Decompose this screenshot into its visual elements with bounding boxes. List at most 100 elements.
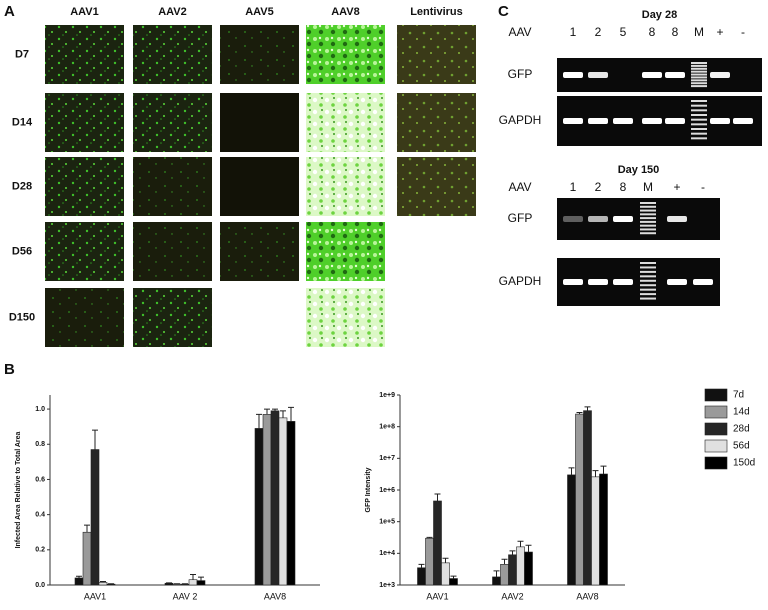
column-header: AAV1 <box>70 6 99 18</box>
x-tick-label: AAV8 <box>264 591 286 601</box>
micrograph <box>133 157 212 216</box>
band <box>667 279 687 285</box>
ladder-band <box>640 284 656 286</box>
bar <box>197 581 205 585</box>
ladder-band <box>640 217 656 219</box>
ladder-band <box>640 266 656 268</box>
ladder-band <box>691 85 707 87</box>
legend-label: 150d <box>733 458 755 469</box>
ladder-band <box>640 202 656 204</box>
ladder-band <box>640 275 656 277</box>
ladder-band <box>691 109 707 111</box>
gel-title: Day 150 <box>618 164 660 176</box>
y-tick-label: 1e+3 <box>379 582 395 589</box>
lane-label: 8 <box>672 25 679 39</box>
bar <box>576 414 584 585</box>
panel-label: C <box>498 3 509 20</box>
ladder-band <box>640 221 656 223</box>
micrograph <box>45 25 124 84</box>
y-axis-label: Infected Area Relative to Total Area <box>15 431 22 548</box>
error-bar <box>256 414 262 428</box>
legend-label: 56d <box>733 441 750 452</box>
error-bar <box>280 411 286 418</box>
y-tick-label: 1e+7 <box>379 455 395 462</box>
ladder-band <box>691 79 707 81</box>
ladder-band <box>691 114 707 116</box>
legend-swatch <box>705 440 727 452</box>
band <box>665 72 685 78</box>
y-tick-label: 0.0 <box>35 582 45 589</box>
error-bar <box>601 466 607 474</box>
error-bar <box>435 494 441 501</box>
column-header: AAV8 <box>331 6 360 18</box>
band <box>613 279 633 285</box>
ladder-band <box>691 82 707 84</box>
x-tick-label: AAV1 <box>84 591 106 601</box>
panel-label: A <box>4 3 15 20</box>
lane-label: - <box>741 25 745 39</box>
band <box>710 118 730 124</box>
bar <box>592 477 600 585</box>
lane-label: 1 <box>570 25 577 39</box>
error-bar <box>526 545 532 552</box>
band <box>563 279 583 285</box>
bar <box>418 568 426 585</box>
gel-label: GFP <box>508 67 533 81</box>
legend-label: 14d <box>733 407 750 418</box>
y-tick-label: 1e+8 <box>379 424 395 431</box>
error-bar <box>84 525 90 532</box>
bar <box>509 555 517 585</box>
lane-label: + <box>673 180 680 194</box>
row-label: D56 <box>12 245 32 257</box>
ladder-band <box>640 262 656 264</box>
ladder-band <box>691 128 707 130</box>
error-bar <box>198 577 204 581</box>
micrograph <box>220 222 299 281</box>
legend-label: 28d <box>733 424 750 435</box>
column-header: AAV5 <box>245 6 274 18</box>
ladder-band <box>691 133 707 135</box>
bar <box>434 501 442 585</box>
bar <box>568 475 576 585</box>
micrograph <box>306 93 385 152</box>
micrograph <box>133 25 212 84</box>
band <box>588 216 608 222</box>
band <box>563 118 583 124</box>
ladder-band <box>640 271 656 273</box>
error-bar <box>92 430 98 449</box>
micrograph <box>220 93 299 152</box>
error-bar <box>190 574 196 579</box>
bar <box>189 580 197 585</box>
lane-label: M <box>643 180 653 194</box>
micrograph <box>306 25 385 84</box>
band <box>588 118 608 124</box>
band <box>642 72 662 78</box>
x-tick-label: AAV 2 <box>173 591 198 601</box>
micrograph <box>45 93 124 152</box>
band <box>693 279 713 285</box>
error-bar <box>569 468 575 475</box>
bar <box>83 532 91 585</box>
y-tick-label: 1e+6 <box>379 487 395 494</box>
panel-label: B <box>4 361 15 378</box>
ladder-band <box>640 298 656 300</box>
error-bar <box>288 407 294 421</box>
row-label: D14 <box>12 116 33 128</box>
ladder-band <box>640 232 656 234</box>
y-tick-label: 0.8 <box>35 441 45 448</box>
micrograph <box>133 93 212 152</box>
error-bar <box>593 471 599 477</box>
micrograph <box>397 93 476 152</box>
bar <box>450 579 458 585</box>
y-tick-label: 1e+9 <box>379 392 395 399</box>
micrograph <box>133 222 212 281</box>
ladder-band <box>691 100 707 102</box>
band <box>588 72 608 78</box>
band <box>613 216 633 222</box>
band <box>665 118 685 124</box>
gel-label: GFP <box>508 211 533 225</box>
ladder-band <box>640 225 656 227</box>
bar <box>165 583 173 585</box>
